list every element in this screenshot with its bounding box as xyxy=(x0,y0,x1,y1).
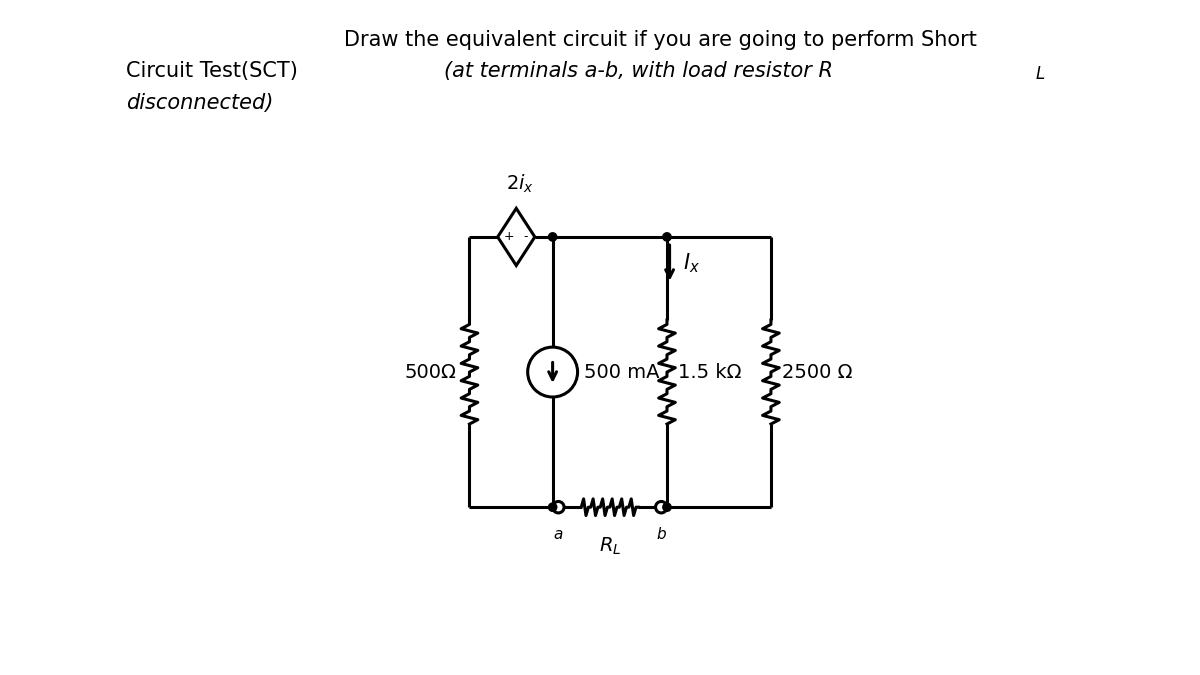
Text: (at terminals a-b, with load resistor R: (at terminals a-b, with load resistor R xyxy=(444,61,833,81)
Circle shape xyxy=(548,503,557,512)
Text: $R_L$: $R_L$ xyxy=(599,536,620,557)
Text: $I_x$: $I_x$ xyxy=(683,251,700,275)
Circle shape xyxy=(662,233,671,241)
Text: b: b xyxy=(656,527,666,542)
Text: a: a xyxy=(553,527,563,542)
Circle shape xyxy=(662,503,671,512)
Text: 500Ω: 500Ω xyxy=(404,362,456,381)
Text: 1.5 kΩ: 1.5 kΩ xyxy=(678,362,742,381)
Text: 2500 Ω: 2500 Ω xyxy=(782,362,853,381)
Text: L: L xyxy=(1036,65,1045,83)
Text: -: - xyxy=(523,230,528,244)
Text: +: + xyxy=(503,230,514,244)
Circle shape xyxy=(548,233,557,241)
Circle shape xyxy=(655,502,667,513)
Text: 500 mA: 500 mA xyxy=(584,362,659,381)
Text: Draw the equivalent circuit if you are going to perform Short: Draw the equivalent circuit if you are g… xyxy=(343,30,977,51)
Text: $2i_x$: $2i_x$ xyxy=(506,173,534,195)
Circle shape xyxy=(553,502,564,513)
Text: Circuit Test(SCT): Circuit Test(SCT) xyxy=(126,61,298,81)
Text: disconnected): disconnected) xyxy=(126,93,274,113)
